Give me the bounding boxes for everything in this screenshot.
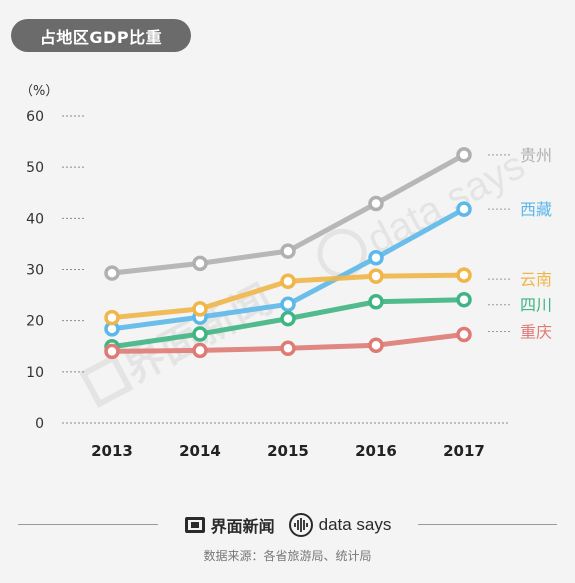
brand-jiemian-label: 界面新闻 (210, 517, 275, 536)
watermark-logo-box (79, 353, 134, 408)
data-point (192, 342, 208, 359)
data-point (368, 249, 384, 266)
brand-datasays: data says (288, 513, 392, 537)
data-point (456, 147, 472, 163)
x-tick-label: 2015 (267, 442, 309, 460)
data-point (104, 265, 120, 281)
data-point (456, 267, 472, 283)
data-source-note: 数据来源：各省旅游局、统计局 (203, 549, 372, 563)
series-end-label: 四川 (520, 296, 552, 315)
jiemian-logo-icon (184, 517, 205, 533)
y-axis-unit-label: （%） (20, 84, 58, 99)
x-tick-label: 2014 (179, 442, 221, 460)
y-axis: 0 10 20 30 40 50 60 (26, 109, 84, 432)
series-end-label: 贵州 (520, 146, 552, 165)
x-tick-label: 2016 (355, 442, 397, 460)
data-point (192, 255, 208, 272)
data-point (368, 195, 384, 212)
watermark-text-datasays: data says (360, 143, 532, 262)
data-point (280, 296, 296, 313)
data-point (104, 343, 120, 360)
x-axis: 2013 2014 2015 2016 2017 (91, 442, 485, 460)
y-tick-label: 0 (35, 416, 44, 432)
series-end-label: 云南 (520, 270, 552, 289)
chart-title: 占地区GDP比重 (11, 19, 191, 52)
y-tick-label: 40 (26, 211, 44, 227)
footer-brand: 界面新闻 data says (0, 510, 575, 540)
datasays-logo-icon (288, 513, 313, 537)
footer-divider-right (418, 524, 557, 525)
data-point (104, 309, 120, 326)
y-tick-label: 50 (26, 160, 44, 176)
x-tick-label: 2017 (443, 442, 485, 460)
footer-divider-left (18, 524, 158, 525)
data-point (456, 291, 472, 308)
data-point (280, 340, 296, 357)
y-tick-label: 60 (26, 109, 44, 125)
data-point (456, 326, 472, 343)
brand-jiemian: 界面新闻 (184, 513, 275, 537)
series-end-label: 西藏 (520, 200, 552, 219)
data-point (280, 310, 296, 327)
x-tick-label: 2013 (91, 442, 133, 460)
data-point (192, 301, 208, 317)
data-point (280, 273, 296, 290)
y-tick-label: 10 (26, 365, 44, 381)
series-end-label: 重庆 (520, 322, 552, 341)
data-point (368, 268, 384, 284)
data-point (368, 337, 384, 353)
data-point (280, 243, 296, 259)
brand-datasays-label: data says (318, 515, 392, 534)
data-point (368, 293, 384, 310)
y-tick-label: 20 (26, 314, 44, 330)
series-points (104, 147, 472, 360)
data-point (192, 326, 208, 342)
data-point (456, 201, 472, 217)
y-tick-label: 30 (26, 263, 44, 279)
